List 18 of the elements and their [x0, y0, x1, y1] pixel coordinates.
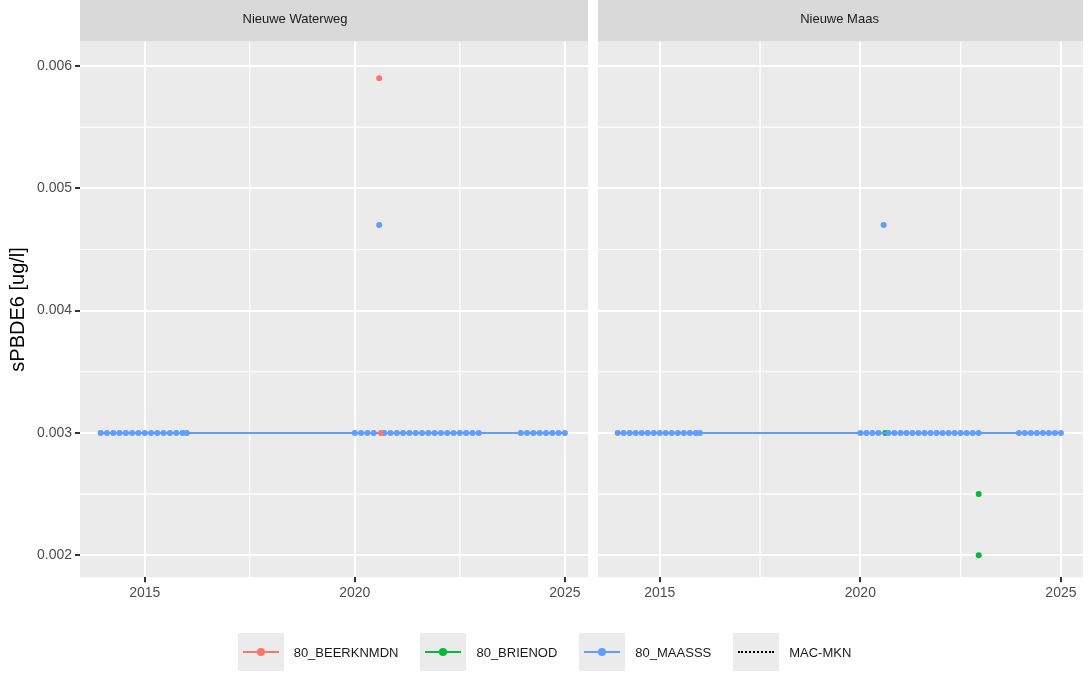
- x-tick-label: 2015: [129, 584, 161, 601]
- legend-label: MAC-MKN: [789, 644, 852, 660]
- y-tick-label: 0.002: [36, 546, 73, 563]
- y-tick-label: 0.005: [36, 179, 73, 196]
- legend-label: 80_BEERKNMDN: [293, 644, 399, 660]
- y-tick-label: 0.003: [36, 423, 73, 440]
- y-tick-label: 0.004: [36, 301, 73, 318]
- x-tick-label: 2020: [339, 584, 371, 601]
- legend-label: 80_BRIENOD: [476, 644, 558, 660]
- legend-label: 80_MAASSS: [635, 644, 712, 660]
- chart-title: Nieuwe Maas: [800, 11, 880, 27]
- x-tick-label: 2015: [644, 584, 676, 601]
- chart-title: Nieuwe Waterweg: [242, 11, 348, 27]
- x-tick-label: 2025: [549, 584, 581, 601]
- y-axis-title: sPBDE6 [ug/l]: [5, 247, 28, 372]
- x-tick-label: 2025: [1045, 584, 1077, 601]
- x-tick-label: 2020: [844, 584, 877, 601]
- y-tick-label: 0.006: [36, 56, 73, 73]
